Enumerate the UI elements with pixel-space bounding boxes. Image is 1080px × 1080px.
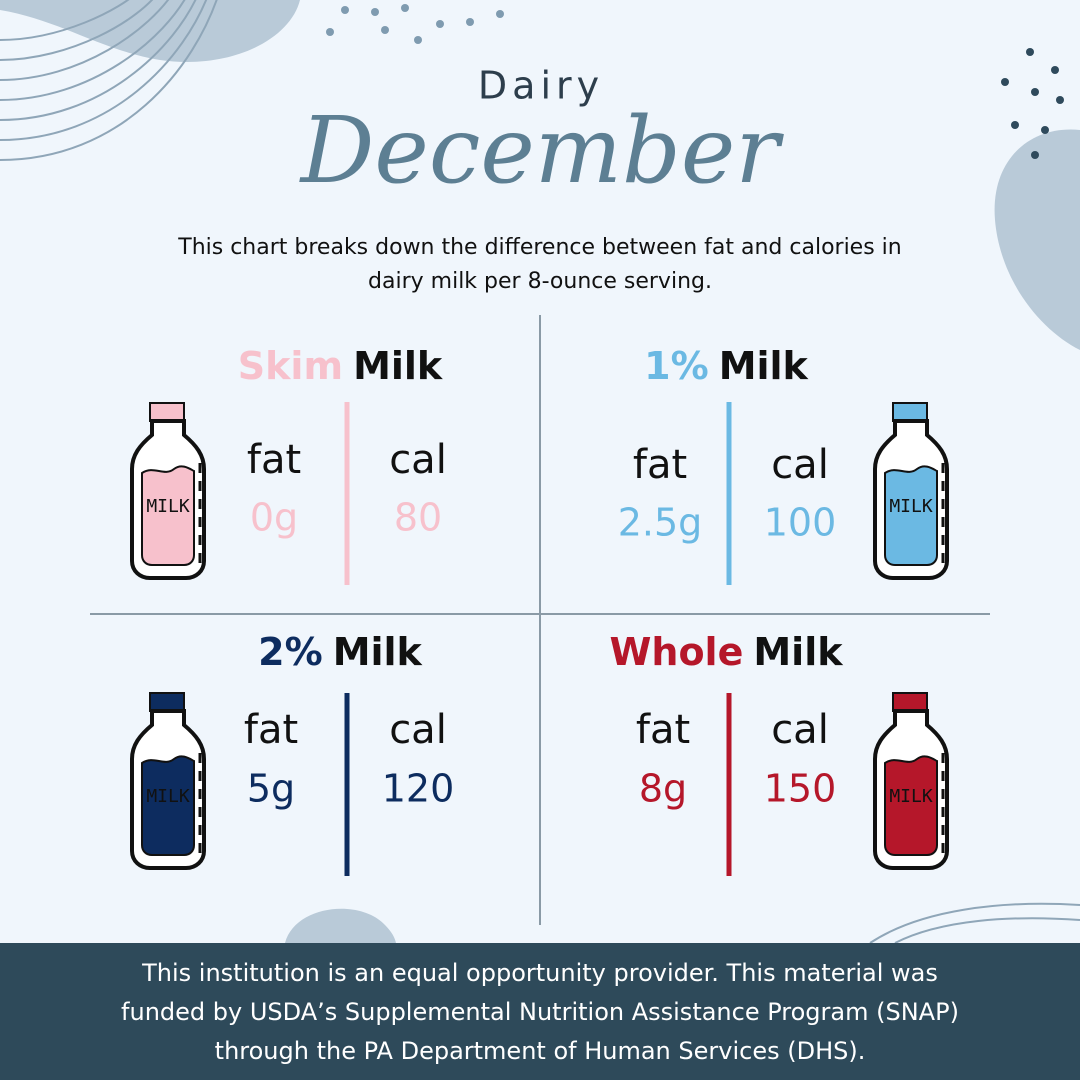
milk-card: Skim Milk fat 0g cal 80 MILK xyxy=(130,344,447,585)
milk-type: 1% xyxy=(644,344,709,388)
cal-value: 150 xyxy=(764,767,837,811)
dots xyxy=(1001,48,1064,159)
bottle-cap xyxy=(892,692,928,712)
footer-line: funded by USDA’s Supplemental Nutrition … xyxy=(121,998,959,1026)
milk-type: Whole xyxy=(609,630,743,674)
bottle-cap xyxy=(149,402,185,422)
footer-line: This institution is an equal opportunity… xyxy=(141,959,938,987)
blob xyxy=(0,0,300,62)
blob xyxy=(285,908,396,943)
card-title: 1% Milk xyxy=(644,344,808,388)
intro-line: dairy milk per 8-ounce serving. xyxy=(368,269,712,294)
fat-value: 5g xyxy=(247,767,295,811)
bottle-milk xyxy=(884,465,938,566)
cal-label: cal xyxy=(389,707,447,753)
milk-word: Milk xyxy=(333,630,423,674)
bottle-cap xyxy=(892,402,928,422)
fat-value: 8g xyxy=(639,767,687,811)
rings xyxy=(869,902,1080,944)
card-title: 2% Milk xyxy=(258,630,422,674)
milk-word: Milk xyxy=(753,630,843,674)
milk-word: Milk xyxy=(353,344,443,388)
fat-label: fat xyxy=(247,437,301,483)
rings xyxy=(0,0,218,161)
footer-band xyxy=(0,943,1080,1080)
bottle-milk xyxy=(141,755,195,856)
footer-line: through the PA Department of Human Servi… xyxy=(215,1037,866,1065)
cal-label: cal xyxy=(771,442,829,488)
bottle-label: MILK xyxy=(889,786,933,807)
milk-card: 1% Milk fat 2.5g cal 100 MILK xyxy=(618,344,949,585)
bottle: MILK xyxy=(130,402,206,580)
cal-label: cal xyxy=(389,437,447,483)
dots xyxy=(326,4,504,44)
fat-value: 2.5g xyxy=(618,501,703,545)
bottle: MILK xyxy=(873,402,949,580)
kicker: Dairy xyxy=(478,64,604,108)
bottle: MILK xyxy=(873,692,949,870)
fat-label: fat xyxy=(636,707,690,753)
fat-label: fat xyxy=(633,442,687,488)
card-title: Skim Milk xyxy=(238,344,443,388)
bottle-milk xyxy=(141,465,195,566)
intro-line: This chart breaks down the difference be… xyxy=(177,235,901,260)
bottle-label: MILK xyxy=(889,496,933,517)
script-title: December xyxy=(299,97,785,204)
milk-word: Milk xyxy=(719,344,809,388)
cal-value: 100 xyxy=(764,501,837,545)
bottle-cap xyxy=(149,692,185,712)
cal-value: 80 xyxy=(394,496,442,540)
cal-label: cal xyxy=(771,707,829,753)
milk-type: 2% xyxy=(258,630,323,674)
bottle-label: MILK xyxy=(146,786,190,807)
milk-card: Whole Milk fat 8g cal 150 MILK xyxy=(609,630,949,876)
milk-type: Skim xyxy=(238,344,343,388)
cal-value: 120 xyxy=(382,767,455,811)
fat-value: 0g xyxy=(250,496,298,540)
card-title: Whole Milk xyxy=(609,630,843,674)
bottle-milk xyxy=(884,755,938,856)
fat-label: fat xyxy=(244,707,298,753)
bottle-label: MILK xyxy=(146,496,190,517)
blob xyxy=(994,129,1080,350)
bottle: MILK xyxy=(130,692,206,870)
